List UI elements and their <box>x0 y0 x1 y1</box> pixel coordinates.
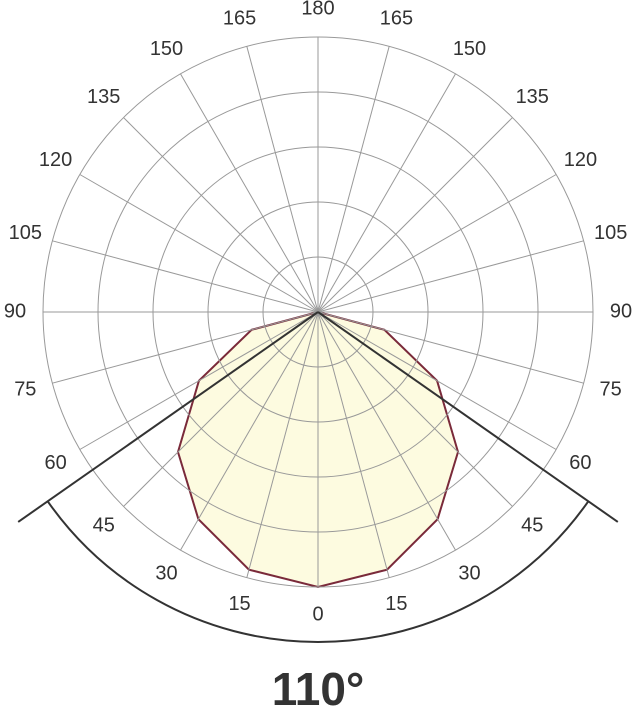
grid-spoke <box>317 311 513 507</box>
grid-spoke <box>52 240 319 313</box>
beam-line <box>17 311 319 523</box>
grid-spoke <box>317 174 557 313</box>
angle-label: 45 <box>93 515 115 537</box>
grid-spoke <box>317 240 584 313</box>
beam-line <box>317 311 619 523</box>
grid-spoke <box>317 73 456 313</box>
angle-label: 120 <box>39 149 72 171</box>
angle-label: 0 <box>312 603 323 625</box>
angle-label: 60 <box>44 452 66 474</box>
grid-spoke <box>246 311 319 578</box>
grid-spoke <box>317 311 557 450</box>
angle-label: 90 <box>610 300 632 322</box>
angle-label: 135 <box>87 86 120 108</box>
angle-label: 120 <box>564 149 597 171</box>
angle-label: 90 <box>4 300 26 322</box>
angle-label: 60 <box>569 452 591 474</box>
angle-label: 150 <box>150 38 183 60</box>
grid-spoke <box>317 311 390 578</box>
angle-label: 75 <box>600 379 622 401</box>
grid-spoke <box>317 46 390 313</box>
grid-spoke <box>317 311 456 551</box>
grid-spoke <box>317 311 584 384</box>
angle-label: 30 <box>458 563 480 585</box>
angle-label: 30 <box>155 563 177 585</box>
angle-label: 75 <box>14 379 36 401</box>
beam-label: 110° <box>272 663 365 715</box>
grid-spoke <box>79 311 319 450</box>
angle-label: 135 <box>516 86 549 108</box>
angle-label: 165 <box>223 8 256 30</box>
grid-spoke <box>79 174 319 313</box>
grid-spoke <box>246 46 319 313</box>
beam-arc <box>46 500 590 643</box>
angle-label: 15 <box>385 593 407 615</box>
angle-label: 180 <box>301 0 334 19</box>
angle-label: 165 <box>380 8 413 30</box>
grid-spoke <box>123 117 319 313</box>
grid-spoke <box>52 311 319 384</box>
angle-label: 150 <box>453 38 486 60</box>
grid-spoke <box>317 117 513 313</box>
angle-label: 15 <box>228 593 250 615</box>
angle-label: 45 <box>521 515 543 537</box>
angle-label: 105 <box>9 222 42 244</box>
angle-label: 105 <box>594 222 627 244</box>
grid-spoke <box>180 311 319 551</box>
grid-spoke <box>123 311 319 507</box>
grid-spoke <box>180 73 319 313</box>
